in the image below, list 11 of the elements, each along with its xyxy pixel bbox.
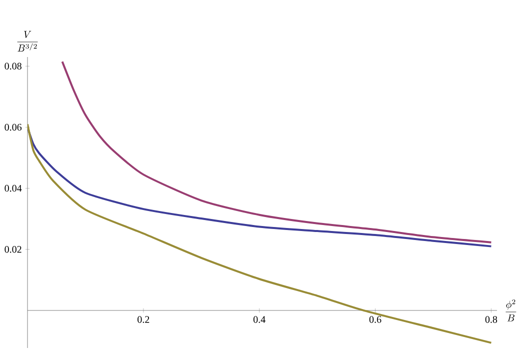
y-axis-title: $\frac{V}{B^{3/2}}$ (17, 30, 38, 52)
y-tick-label: 0.08 (4, 62, 22, 70)
y-tick-label: 0.02 (4, 246, 22, 253)
x-tick-label: 0.2 (138, 316, 150, 323)
x-tick-label: 0.6 (369, 316, 382, 323)
y-tick-label: 0.04 (4, 184, 22, 192)
x-axis-title: $\frac{\phi^2}{B}$ (506, 299, 516, 322)
x-tick-label: 0.4 (253, 316, 266, 323)
y-tick-label: 0.06 (4, 124, 22, 131)
x-tick-label: 0.8 (485, 316, 498, 323)
line-series (61, 60, 492, 244)
